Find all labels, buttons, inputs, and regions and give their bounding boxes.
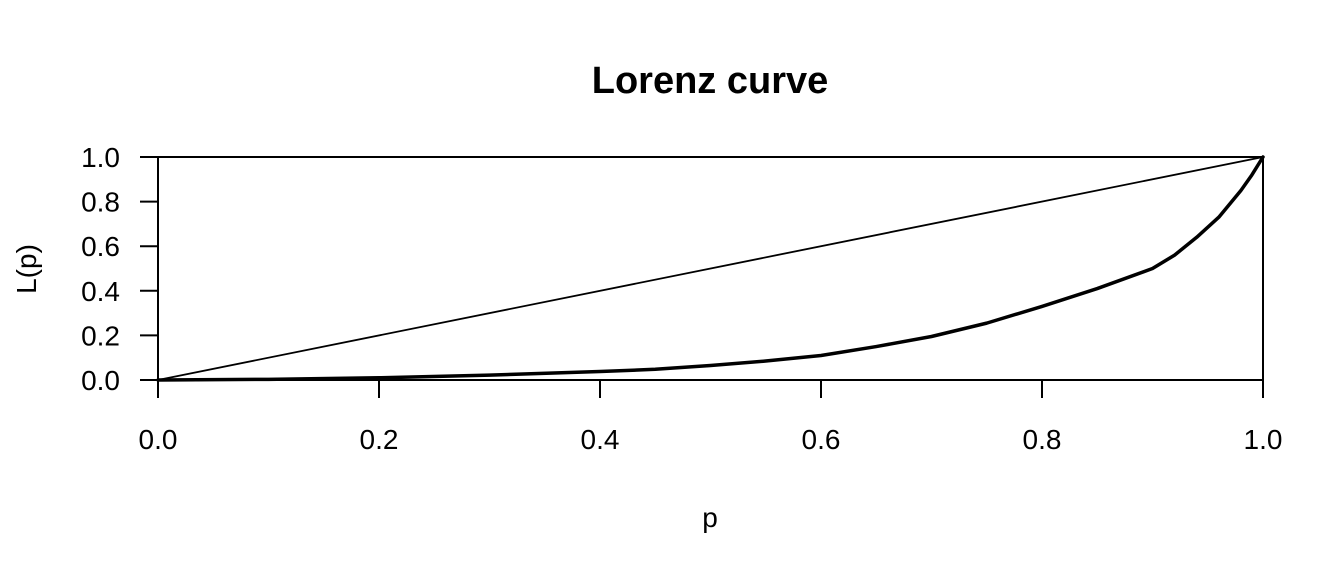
y-tick-label: 0.6: [81, 231, 120, 262]
y-tick-label: 0.0: [81, 365, 120, 396]
x-tick-label: 0.2: [360, 424, 399, 455]
x-axis: 0.0 0.2 0.4 0.6 0.8 1.0: [139, 380, 1283, 455]
series-line-equality: [157, 156, 1264, 381]
plot-frame: [157, 156, 1264, 381]
plot-area: [156, 155, 1265, 382]
y-axis-label: L(p): [11, 244, 42, 294]
x-tick-label: 1.0: [1244, 424, 1283, 455]
y-tick-label: 1.0: [81, 142, 120, 173]
x-axis-label: p: [702, 502, 718, 533]
y-axis: 0.0 0.2 0.4 0.6 0.8 1.0: [81, 142, 158, 396]
x-tick-label: 0.8: [1023, 424, 1062, 455]
x-tick-label: 0.6: [802, 424, 841, 455]
y-tick-label: 0.2: [81, 320, 120, 351]
chart-title: Lorenz curve: [592, 60, 829, 102]
series-line-lorenz-curve: [156, 155, 1265, 382]
x-tick-label: 0.4: [581, 424, 620, 455]
y-tick-label: 0.8: [81, 187, 120, 218]
y-tick-label: 0.4: [81, 276, 120, 307]
x-tick-label: 0.0: [139, 424, 178, 455]
